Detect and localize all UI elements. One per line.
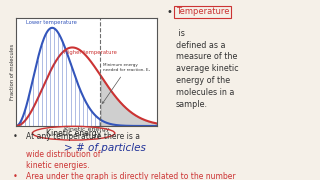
Text: Temperature: Temperature: [176, 7, 229, 16]
Y-axis label: Fraction of molecules: Fraction of molecules: [10, 44, 15, 100]
Text: •: •: [13, 172, 18, 180]
Text: At any temperature there is a: At any temperature there is a: [26, 132, 142, 141]
Text: > # of particles: > # of particles: [64, 143, 146, 153]
Text: Lower temperature: Lower temperature: [26, 20, 76, 25]
Text: •: •: [166, 7, 172, 17]
Text: Minimum energy
needed for reaction, Eₐ: Minimum energy needed for reaction, Eₐ: [102, 63, 151, 104]
Text: •: •: [13, 132, 18, 141]
Text: Higher temperature: Higher temperature: [64, 50, 117, 55]
Text: Area under the graph is directly related to the number: Area under the graph is directly related…: [26, 172, 235, 180]
Text: is
defined as a
measure of the
average kinetic
energy of the
molecules in a
samp: is defined as a measure of the average k…: [176, 29, 239, 109]
Text: wide distribution of
kinetic energies.: wide distribution of kinetic energies.: [26, 150, 100, 170]
Text: Kinetic energy: Kinetic energy: [46, 129, 101, 138]
X-axis label: Kinetic energy: Kinetic energy: [64, 127, 109, 132]
